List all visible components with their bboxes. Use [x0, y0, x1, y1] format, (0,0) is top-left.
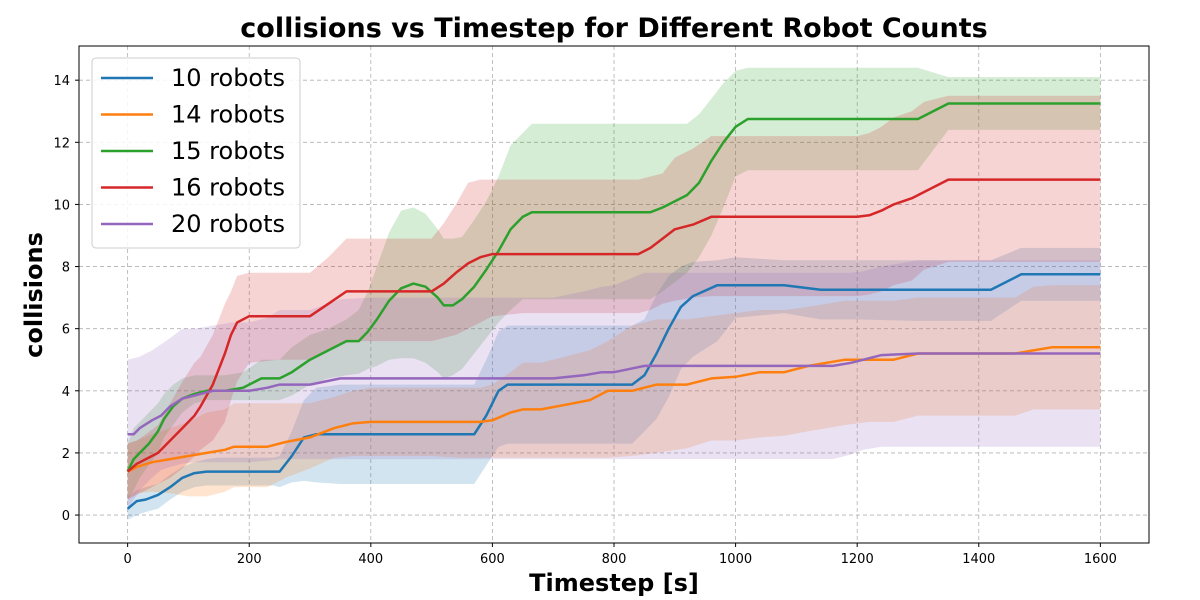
legend-label-2: 14 robots: [171, 101, 285, 129]
y-tick-label: 10: [53, 198, 70, 213]
y-tick-label: 6: [62, 323, 70, 338]
x-axis-ticks: 0 200 400 600 800 1000 1200 1400 1600: [123, 543, 1117, 567]
legend: 10 robots 14 robots 15 robots 16 robots 20 r…: [91, 57, 301, 249]
y-axis-title: collisions: [20, 232, 48, 358]
y-tick-label: 2: [62, 447, 70, 462]
line-series-1: [126, 273, 1101, 510]
line-series-4: [126, 178, 1101, 473]
y-tick-label: 12: [53, 136, 70, 151]
x-tick-label: 600: [480, 552, 505, 567]
band-series-2: [127, 285, 1101, 500]
legend-label-4: 16 robots: [171, 174, 285, 202]
x-tick-label: 800: [602, 552, 627, 567]
y-axis-ticks: 0 2 4 6 8 10 12 14: [53, 74, 79, 524]
grid: [79, 46, 1149, 543]
y-tick-label: 14: [53, 74, 70, 89]
series-lines: [126, 102, 1101, 510]
legend-label-1: 10 robots: [171, 64, 285, 92]
band-series-4: [127, 95, 1101, 500]
line-series-2: [127, 346, 1101, 473]
legend-label-3: 15 robots: [171, 137, 285, 165]
band-series-3: [127, 67, 1101, 500]
y-tick-label: 8: [62, 261, 70, 276]
x-tick-label: 1400: [962, 552, 995, 567]
x-tick-label: 400: [358, 552, 383, 567]
y-tick-label: 4: [62, 385, 70, 400]
line-series-3: [126, 102, 1101, 473]
line-series-5: [127, 352, 1101, 436]
x-tick-label: 1200: [841, 552, 874, 567]
x-tick-label: 200: [237, 552, 262, 567]
y-tick-label: 0: [62, 509, 70, 524]
x-axis-title: Timestep [s]: [529, 569, 699, 597]
x-tick-label: 1000: [719, 552, 752, 567]
x-tick-label: 1600: [1084, 552, 1117, 567]
legend-label-5: 20 robots: [171, 210, 285, 238]
legend-box: [91, 57, 301, 249]
x-tick-label: 0: [123, 552, 131, 567]
chart-title: collisions vs Timestep for Different Rob…: [240, 13, 987, 44]
